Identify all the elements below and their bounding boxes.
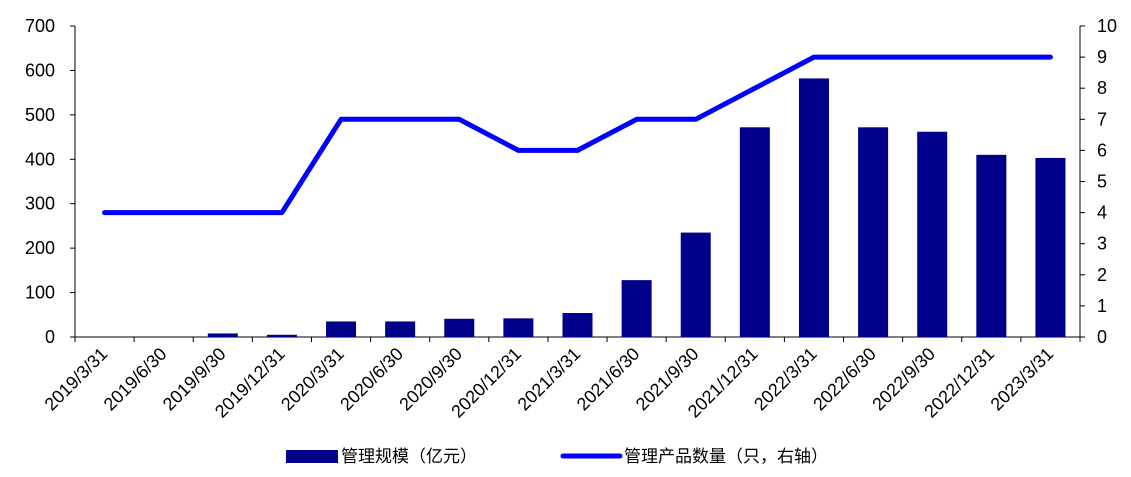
- bar: [976, 154, 1007, 337]
- x-axis-tick-label: 2020/6/30: [336, 344, 407, 415]
- left-axis-tick-label: 0: [45, 327, 55, 347]
- bar: [917, 131, 948, 337]
- left-axis-tick-label: 500: [25, 105, 55, 125]
- left-axis-tick-label: 300: [25, 194, 55, 214]
- left-axis-tick-label: 400: [25, 149, 55, 169]
- right-axis-tick-label: 1: [1097, 296, 1107, 316]
- bar: [266, 334, 297, 337]
- right-axis-tick-label: 3: [1097, 234, 1107, 254]
- line-series: [102, 54, 1053, 216]
- legend-line-label: 管理产品数量（只，右轴）: [624, 447, 828, 467]
- bar: [444, 318, 475, 337]
- legend: 管理规模（亿元） 管理产品数量（只，右轴）: [286, 447, 828, 467]
- bar: [1035, 157, 1066, 337]
- bar: [326, 321, 357, 337]
- legend-bar-label: 管理规模（亿元）: [341, 447, 477, 467]
- right-axis-tick-label: 9: [1097, 47, 1107, 67]
- right-axis-tick-label: 2: [1097, 265, 1107, 285]
- left-axis-tick-label: 200: [25, 238, 55, 258]
- right-axis-tick-label: 5: [1097, 172, 1107, 192]
- left-axis-tick-label: 600: [25, 60, 55, 80]
- right-axis-tick-label: 0: [1097, 327, 1107, 347]
- x-axis-tick-label: 2021/3/31: [514, 344, 585, 415]
- right-axis-tick-label: 7: [1097, 109, 1107, 129]
- bar: [680, 232, 711, 337]
- x-axis-tick-label: 2023/3/31: [987, 344, 1058, 415]
- x-axis-tick-label: 2022/6/30: [809, 344, 880, 415]
- bar: [207, 333, 238, 337]
- x-axis-tick-label: 2019/3/31: [41, 344, 112, 415]
- right-axis-tick-label: 10: [1097, 16, 1117, 36]
- x-axis-tick-label: 2019/6/30: [100, 344, 171, 415]
- x-axis-tick-label: 2022/3/31: [750, 344, 821, 415]
- x-axis-labels: 2019/3/312019/6/302019/9/302019/12/31202…: [41, 344, 1058, 422]
- bar: [385, 321, 416, 337]
- bar: [621, 280, 652, 337]
- left-axis-tick-label: 700: [25, 16, 55, 36]
- x-axis-tick-label: 2021/6/30: [573, 344, 644, 415]
- right-axis-tick-label: 6: [1097, 140, 1107, 160]
- bar: [562, 313, 593, 337]
- bar: [858, 127, 889, 337]
- bar: [503, 318, 534, 337]
- bar: [739, 127, 770, 337]
- legend-bar-swatch: [286, 450, 338, 463]
- bar-series: [207, 78, 1066, 337]
- right-axis-tick-label: 4: [1097, 203, 1107, 223]
- left-axis-tick-label: 100: [25, 283, 55, 303]
- right-axis-ticks: 0 1 2 3 4 5 6 7 8 9 10: [1080, 16, 1117, 347]
- bar: [798, 78, 829, 337]
- x-axis-tick-label: 2020/3/31: [277, 344, 348, 415]
- left-axis-ticks: 0 100 200 300 400 500 600 700: [25, 16, 1081, 347]
- right-axis-tick-label: 8: [1097, 78, 1107, 98]
